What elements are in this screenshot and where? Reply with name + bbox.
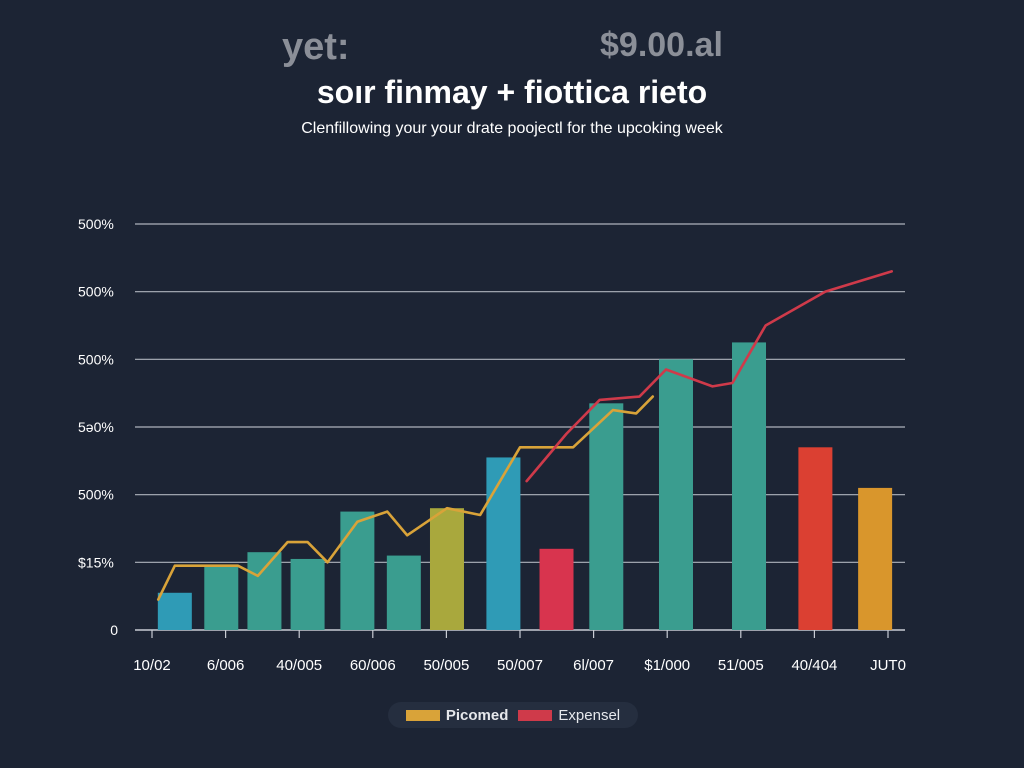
y-tick-label: 500%: [78, 351, 114, 367]
x-tick-label: 50/007: [497, 657, 543, 674]
x-tick-label: 60/006: [350, 657, 396, 674]
x-tick-label: 40/005: [276, 657, 322, 674]
x-tick-label: JUT0: [870, 657, 906, 674]
legend-label-expensel: Expensel: [558, 706, 621, 724]
bar: [539, 548, 574, 630]
bar: [858, 487, 893, 630]
bar: [429, 508, 464, 630]
y-tick-label: 500%: [78, 487, 114, 503]
bar: [658, 359, 693, 630]
bar: [486, 457, 521, 630]
legend-label-picomed: Picomed: [445, 706, 509, 724]
legend-item-picomed[interactable]: Picomed: [405, 706, 509, 724]
header-right-value: $9.00.al: [600, 26, 723, 64]
series-line-expensel: [525, 270, 894, 483]
x-tick-label: $1/000: [644, 657, 690, 674]
y-tick-label: $15%: [78, 554, 114, 570]
bar: [386, 555, 421, 630]
chart-title: soır finmay + fiottica rieto: [316, 74, 708, 110]
x-tick-label: 6/006: [207, 657, 245, 674]
x-tick-label: 40/404: [791, 657, 837, 674]
bar: [732, 342, 767, 630]
y-tick-label: 500%: [78, 284, 114, 300]
legend-swatch-picomed: [405, 709, 440, 721]
y-tick-label: 500%: [78, 216, 114, 232]
y-tick-label: 5ə0%: [78, 419, 114, 435]
bar: [589, 403, 624, 630]
bar: [798, 447, 833, 630]
y-tick-label: 0: [110, 622, 118, 638]
chart-legend: Picomed Expensel: [388, 702, 638, 728]
x-tick-label: 50/005: [423, 657, 469, 674]
x-tick-label: 10/02: [133, 657, 171, 674]
bar: [157, 592, 192, 630]
bar: [340, 511, 375, 630]
legend-swatch-expensel: [518, 709, 553, 721]
header-left-text: yet:: [282, 26, 350, 68]
bar: [247, 552, 282, 630]
legend-item-expensel[interactable]: Expensel: [518, 707, 620, 724]
x-tick-label: 6l/007: [573, 657, 614, 674]
x-tick-label: 51/005: [718, 657, 764, 674]
bar: [204, 565, 239, 630]
bar: [290, 558, 325, 630]
series-line-picomed: [156, 395, 655, 601]
chart-subtitle: Clenfillowing your your drate poojectl f…: [301, 120, 723, 137]
